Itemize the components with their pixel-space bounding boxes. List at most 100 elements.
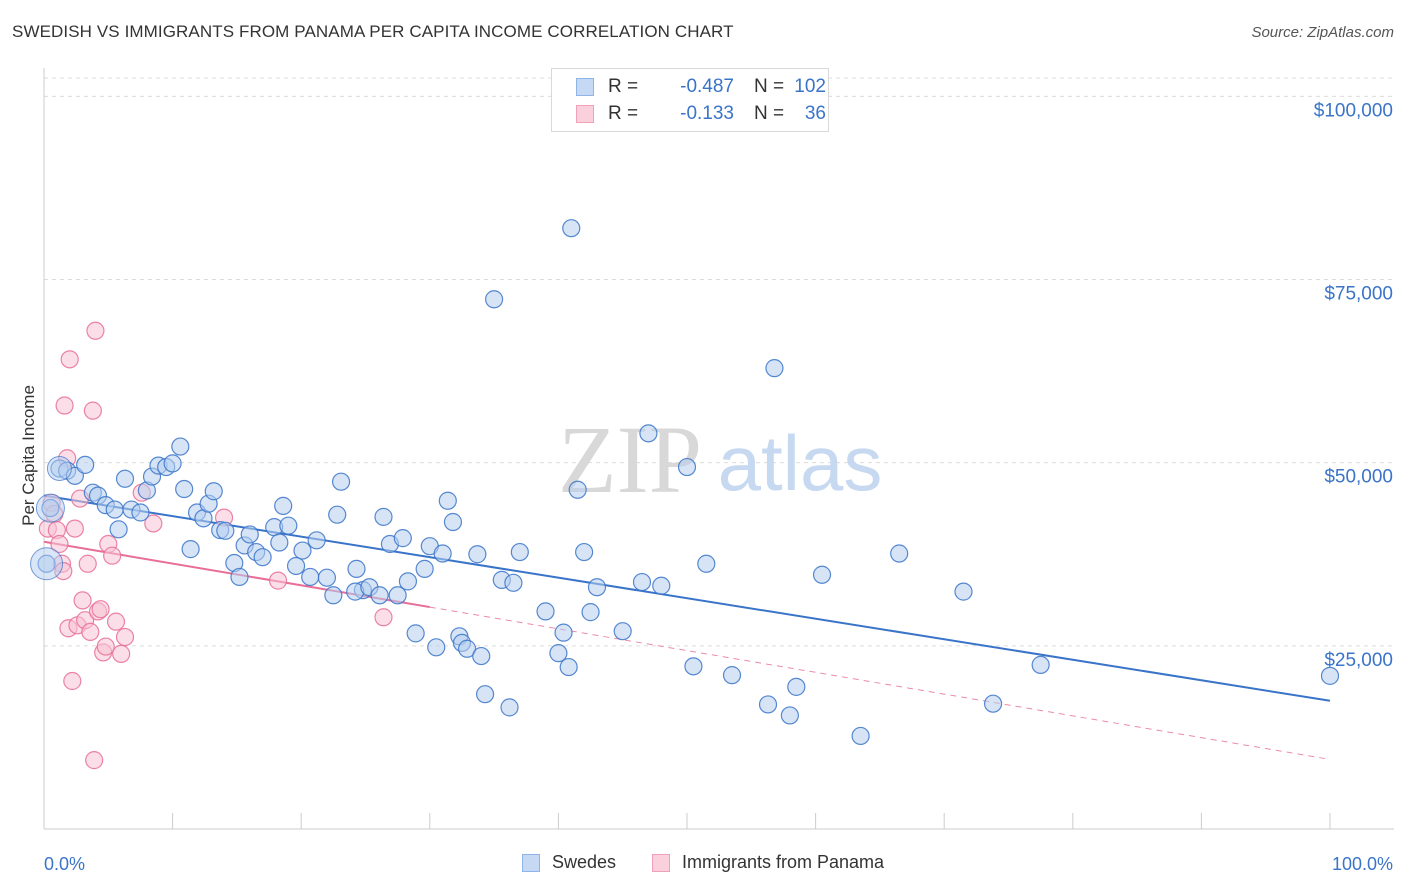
data-point-swedes [35,493,65,523]
data-point-swedes [181,540,200,559]
data-point-swedes [559,657,578,677]
data-point-swedes [131,503,150,522]
data-point-swedes [293,541,312,560]
data-point-swedes [230,567,249,587]
data-point-swedes [30,547,64,581]
legend-r-label: R = [608,76,639,97]
data-point-swedes [787,677,806,696]
x-tick-label-start: 0.0% [44,854,85,874]
data-point-panama [112,644,131,663]
data-point-swedes [171,437,190,456]
data-point-panama [85,751,104,770]
data-point-swedes [562,219,581,238]
data-point-swedes [765,359,784,378]
data-point-swedes [347,559,366,578]
watermark-atlas: atlas [718,419,883,507]
data-point-swedes [175,479,194,499]
data-point-swedes [475,685,495,704]
data-point-swedes [115,469,135,488]
data-point-swedes [393,529,412,548]
data-point-swedes [253,548,272,567]
series-label-panama: Immigrants from Panama [681,852,885,872]
data-point-swedes [554,623,573,642]
legend-swatch-panama [576,105,594,123]
data-point-panama [50,534,69,554]
data-point-panama [374,608,393,627]
data-point-swedes [500,698,519,717]
data-point-swedes [697,554,716,573]
data-point-swedes [109,520,128,539]
data-point-swedes [568,480,587,499]
legend-row-swedes: R = -0.487 N = 102 [576,74,826,100]
data-point-swedes [427,638,446,657]
data-point-swedes [286,556,306,576]
data-point-swedes [76,455,95,474]
data-point-swedes [406,624,425,643]
data-point-swedes [613,622,632,641]
watermark: ZIP atlas [558,406,882,513]
legend-n-label: N = [754,103,785,124]
series-swatch-panama [651,853,670,872]
data-point-swedes [105,500,124,519]
data-point-swedes [438,491,457,510]
data-point-swedes [684,657,703,676]
data-point-swedes [328,505,347,524]
data-point-swedes [652,576,671,595]
data-point-panama [78,554,97,573]
data-point-swedes [46,456,72,482]
data-point-panama [65,519,84,538]
x-tick-label-end: 100.0% [1332,854,1393,874]
data-point-panama [91,600,110,619]
legend-r-value: -0.487 [680,76,734,97]
data-point-swedes [575,542,594,562]
legend-r-value: -0.133 [680,103,734,124]
legend-row-panama: R = -0.133 N = 36 [576,101,826,127]
data-point-swedes [549,644,568,663]
legend-swatch-swedes [576,78,594,96]
data-point-swedes [472,646,491,666]
y-tick-label: $25,000 [1324,650,1393,671]
data-point-panama [115,627,135,647]
data-point-panama [55,396,74,415]
data-point-swedes [270,533,289,552]
data-point-swedes [587,578,607,597]
chart-source: Source: ZipAtlas.com [1251,24,1394,41]
data-point-swedes [890,544,909,563]
data-point-swedes [983,694,1003,713]
y-tick-label: $50,000 [1324,467,1393,488]
data-point-swedes [317,568,337,587]
data-point-swedes [722,666,742,685]
data-point-swedes [780,706,799,725]
data-point-swedes [851,726,870,746]
series-legend-swedes[interactable]: Swedes [521,852,616,873]
data-point-swedes [581,603,600,622]
data-point-swedes [279,516,298,535]
data-point-swedes [370,586,389,605]
data-point-swedes [812,565,832,584]
data-point-swedes [1031,655,1050,674]
data-point-swedes [457,639,477,658]
data-point-panama [144,514,163,533]
trendline-swedes [43,494,1331,702]
data-point-swedes [301,567,320,587]
data-point-swedes [274,496,293,515]
data-point-swedes [504,573,523,592]
series-swatch-swedes [521,853,540,872]
data-point-swedes [204,482,223,501]
data-point-swedes [758,695,778,714]
data-point-swedes [415,559,434,578]
data-point-panama [81,622,100,642]
data-point-swedes [632,572,652,592]
data-point-swedes [331,472,351,491]
legend-n-label: N = [754,76,785,97]
data-point-swedes [443,512,463,532]
y-tick-label: $75,000 [1324,283,1393,304]
series-legend-panama[interactable]: Immigrants from Panama [651,852,885,873]
trend-layer [43,494,1331,760]
data-point-swedes [1320,666,1340,685]
data-point-swedes [307,531,326,550]
axis-layer [43,68,1394,830]
data-point-swedes [163,454,182,473]
data-point-swedes [374,507,393,526]
